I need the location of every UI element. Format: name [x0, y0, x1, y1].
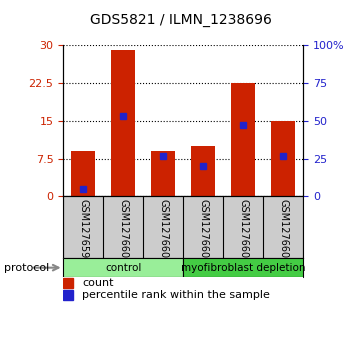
Bar — [63, 258, 183, 277]
Bar — [151, 151, 175, 196]
Text: control: control — [105, 263, 142, 273]
Bar — [191, 146, 215, 196]
Text: count: count — [82, 278, 114, 288]
Text: GSM1276601: GSM1276601 — [158, 199, 168, 265]
Text: GDS5821 / ILMN_1238696: GDS5821 / ILMN_1238696 — [90, 13, 271, 27]
Text: percentile rank within the sample: percentile rank within the sample — [82, 290, 270, 300]
Bar — [271, 121, 295, 196]
Text: GSM1276604: GSM1276604 — [278, 199, 288, 265]
Bar — [183, 258, 303, 277]
Bar — [231, 83, 255, 196]
Text: myofibroblast depletion: myofibroblast depletion — [181, 263, 305, 273]
Text: GSM1276600: GSM1276600 — [118, 199, 128, 265]
Text: protocol: protocol — [4, 263, 49, 273]
Text: GSM1276603: GSM1276603 — [238, 199, 248, 265]
Bar — [111, 50, 135, 196]
Text: GSM1276599: GSM1276599 — [78, 199, 88, 265]
Bar — [71, 151, 95, 196]
Text: GSM1276602: GSM1276602 — [198, 199, 208, 265]
